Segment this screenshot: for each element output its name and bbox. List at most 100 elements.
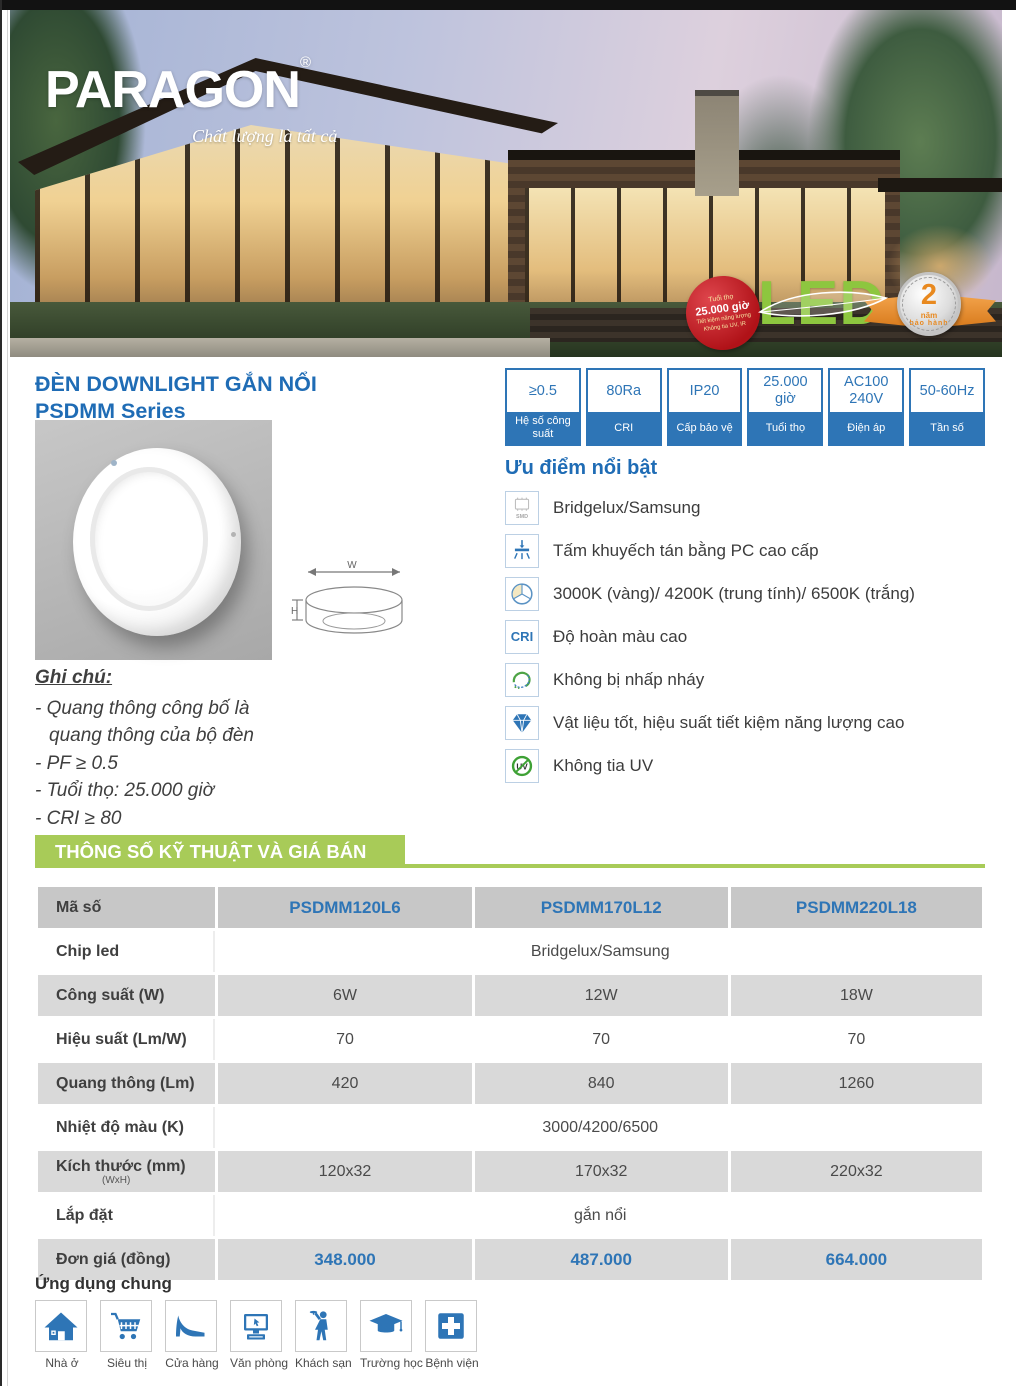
- spec-badge-cri: 80Ra CRI: [585, 368, 662, 446]
- row-label: Kích thước (mm) (WxH): [38, 1151, 216, 1192]
- diamond-icon: [505, 705, 539, 740]
- list-item: 3000K (vàng)/ 4200K (trung tính)/ 6500K …: [505, 572, 1010, 615]
- product-title: ĐÈN DOWNLIGHT GẮN NỔI PSDMM Series: [35, 371, 317, 425]
- hero-gravel: [10, 338, 550, 357]
- hero-chimney: [695, 90, 739, 196]
- spec-cell: 840: [474, 1063, 728, 1104]
- table-row: Quang thông (Lm) 420 840 1260: [38, 1063, 982, 1104]
- spec-cell: 420: [218, 1063, 472, 1104]
- note-line: - Quang thông công bố là: [35, 697, 250, 719]
- list-item: Văn phòng: [230, 1300, 288, 1370]
- list-item: Bệnh viện: [425, 1300, 479, 1370]
- spec-cell: 70: [730, 1019, 982, 1060]
- row-sublabel: (WxH): [102, 1175, 131, 1186]
- list-item: SMD Bridgelux/Samsung: [505, 486, 1010, 529]
- spec-badge-power-factor: ≥0.5 Hệ số công suất: [505, 368, 581, 446]
- registered-mark: ®: [299, 54, 311, 71]
- note-line: quang thông của bộ đèn: [49, 725, 254, 746]
- spec-cell: 6W: [218, 975, 472, 1016]
- svg-text:SMD: SMD: [516, 513, 528, 519]
- spec-badge-voltage: AC100 240V Điện áp: [828, 368, 905, 446]
- coin-ring: [902, 277, 956, 331]
- note-line: - CRI ≥ 80: [35, 807, 122, 829]
- section-underline: [35, 864, 985, 868]
- spec-cell: 18W: [730, 975, 982, 1016]
- table-row: Công suất (W) 6W 12W 18W: [38, 975, 982, 1016]
- row-label: Hiệu suất (Lm/W): [38, 1019, 216, 1060]
- note-line: - PF ≥ 0.5: [35, 752, 118, 774]
- leaf-icon: [757, 291, 889, 317]
- model-code: PSDMM170L12: [474, 887, 728, 928]
- list-item: Không bị nhấp nháy: [505, 658, 1010, 701]
- row-label: Công suất (W): [38, 975, 216, 1016]
- spec-badge-ip-rating: IP20 Cấp bảo vệ: [666, 368, 743, 446]
- house-icon: [35, 1300, 87, 1352]
- computer-icon: [230, 1300, 282, 1352]
- table-row: Kích thước (mm) (WxH) 120x32 170x32 220x…: [38, 1151, 982, 1192]
- spec-cell: 120x32: [218, 1151, 472, 1192]
- list-item: Trường học: [360, 1300, 423, 1370]
- table-row: Nhiệt độ màu (K) 3000/4200/6500: [38, 1107, 982, 1148]
- waiter-icon: [295, 1300, 347, 1352]
- list-item: CRI Độ hoàn màu cao: [505, 615, 1010, 658]
- section-title: THÔNG SỐ KỸ THUẬT VÀ GIÁ BÁN: [35, 835, 405, 868]
- row-label: Chip led: [38, 931, 216, 972]
- hero-photo: PARAGON® Chất lượng là tất cả Tuổi thọ 2…: [10, 10, 1002, 357]
- width-dimension-label: W: [347, 560, 357, 571]
- spec-cell: 220x32: [730, 1151, 982, 1192]
- dimension-diagram: W H: [291, 560, 403, 634]
- spec-cell: 70: [474, 1019, 728, 1060]
- spec-cell: 170x32: [474, 1151, 728, 1192]
- list-item: Tấm khuyếch tán bằng PC cao cấp: [505, 529, 1010, 572]
- model-code: PSDMM220L18: [730, 887, 982, 928]
- brand-tagline: Chất lượng là tất cả: [192, 126, 338, 146]
- downlight-logo-dot: [111, 460, 117, 466]
- page-top-bar: [0, 0, 1016, 10]
- no-flicker-icon: [505, 662, 539, 697]
- row-label: Nhiệt độ màu (K): [38, 1107, 216, 1148]
- row-label: Mã số: [38, 887, 216, 928]
- notes-heading: Ghi chú:: [35, 667, 113, 688]
- graduation-cap-icon: [360, 1300, 412, 1352]
- features-list: SMD Bridgelux/Samsung Tấm khuyếch tán bằ…: [505, 486, 1010, 787]
- spec-cell: gắn nổi: [218, 1195, 982, 1236]
- table-row: Lắp đặt gắn nổi: [38, 1195, 982, 1236]
- row-label: Lắp đặt: [38, 1195, 216, 1236]
- page-left-edge: [0, 0, 2, 1386]
- features-heading: Ưu điểm nổi bật: [505, 457, 658, 479]
- height-dimension-label: H: [291, 606, 298, 617]
- table-row: Chip led Bridgelux/Samsung: [38, 931, 982, 972]
- downlight-lens: [90, 467, 208, 611]
- shopping-cart-icon: [100, 1300, 152, 1352]
- spec-badge-lifespan: 25.000 giờ Tuổi thọ: [747, 368, 824, 446]
- spec-cell: 12W: [474, 975, 728, 1016]
- downlight-screw-dot: [231, 532, 236, 537]
- spec-cell: Bridgelux/Samsung: [218, 931, 982, 972]
- product-title-line2: PSDMM Series: [35, 399, 186, 423]
- product-photo: [35, 420, 272, 660]
- row-label: Đơn giá (đồng): [38, 1239, 216, 1280]
- price-cell: 487.000: [474, 1239, 728, 1280]
- list-item: Vật liệu tốt, hiệu suất tiết kiệm năng l…: [505, 701, 1010, 744]
- table-header-row: Mã số PSDMM120L6 PSDMM170L12 PSDMM220L18: [38, 887, 982, 928]
- color-temperature-icon: [505, 576, 539, 611]
- spec-cell: 70: [218, 1019, 472, 1060]
- cri-icon: CRI: [505, 619, 539, 654]
- table-row-price: Đơn giá (đồng) 348.000 487.000 664.000: [38, 1239, 982, 1280]
- page-left-edge-faint: [7, 10, 8, 1386]
- warranty-coin: 2 năm bảo hành: [897, 272, 961, 336]
- smd-chip-icon: SMD: [505, 490, 539, 525]
- product-title-line1: ĐÈN DOWNLIGHT GẮN NỔI: [35, 372, 317, 396]
- spec-cell: 3000/4200/6500: [218, 1107, 982, 1148]
- spec-cell: 1260: [730, 1063, 982, 1104]
- diffuser-icon: [505, 533, 539, 568]
- price-cell: 348.000: [218, 1239, 472, 1280]
- high-heel-icon: [165, 1300, 217, 1352]
- applications-heading: Ứng dụng chung: [35, 1274, 172, 1293]
- table-row: Hiệu suất (Lm/W) 70 70 70: [38, 1019, 982, 1060]
- spec-badge-frequency: 50-60Hz Tần số: [909, 368, 985, 446]
- list-item: Siêu thị: [100, 1300, 154, 1370]
- spec-badges: ≥0.5 Hệ số công suất 80Ra CRI IP20 Cấp b…: [505, 368, 985, 446]
- list-item: Khách sạn: [295, 1300, 352, 1370]
